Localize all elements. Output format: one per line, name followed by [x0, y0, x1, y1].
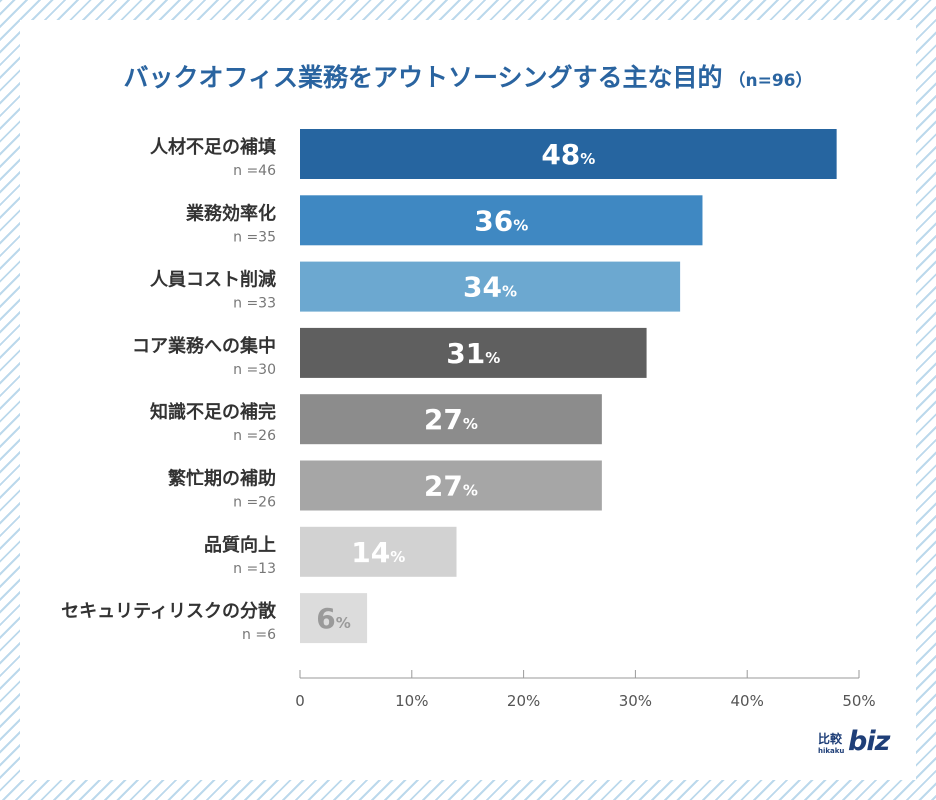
category-label: 知識不足の補完: [150, 401, 276, 423]
x-tick-label: 40%: [731, 692, 764, 710]
brand-logo: 比較 hikaku biz: [818, 726, 898, 764]
data-label: 48%: [541, 138, 595, 171]
data-label: 27%: [424, 403, 478, 436]
category-label: 品質向上: [204, 534, 276, 556]
data-label: 34%: [463, 271, 517, 304]
count-label: n =26: [233, 495, 276, 511]
data-label: 31%: [446, 337, 500, 370]
brand-name: biz: [848, 726, 890, 757]
count-label: n =6: [242, 627, 276, 643]
data-label: 6%: [316, 602, 351, 635]
x-tick-label: 20%: [507, 692, 540, 710]
data-label: 36%: [474, 204, 528, 237]
chart-title: バックオフィス業務をアウトソーシングする主な目的 （n=96）: [20, 58, 916, 94]
bar: [300, 394, 602, 445]
data-label: 14%: [351, 536, 405, 569]
brand-romaji: hikaku: [818, 747, 845, 755]
category-label: コア業務への集中: [132, 335, 276, 357]
count-label: n =46: [233, 163, 276, 179]
bar: [300, 327, 647, 378]
chart-title-text: バックオフィス業務をアウトソーシングする主な目的: [123, 63, 723, 92]
category-label: 人材不足の補填: [150, 136, 276, 158]
data-label: 27%: [424, 470, 478, 503]
x-tick-label: 30%: [619, 692, 652, 710]
x-tick-label: 10%: [395, 692, 428, 710]
count-label: n =33: [233, 296, 276, 312]
category-label: 繁忙期の補助: [167, 468, 276, 490]
x-tick-label: 50%: [842, 692, 875, 710]
bar: [300, 129, 837, 179]
bar: [300, 460, 602, 511]
bar: [300, 526, 457, 577]
bar: [300, 593, 368, 644]
bar-chart: 人材不足の補填 n =46 48% 業務効率化 n =35 36% 人員コスト削減 n =33…: [61, 129, 876, 710]
category-label: 人員コスト削減: [150, 269, 276, 291]
category-label: セキュリティリスクの分散: [61, 600, 277, 622]
count-label: n =35: [233, 229, 276, 245]
count-label: n =26: [233, 428, 276, 444]
count-label: n =30: [233, 362, 276, 378]
category-label: 業務効率化: [185, 202, 276, 224]
count-label: n =13: [233, 561, 276, 577]
bar: [300, 195, 703, 246]
bar: [300, 261, 681, 312]
x-tick-label: 0: [295, 692, 305, 710]
chart-card: バックオフィス業務をアウトソーシングする主な目的 （n=96） 人材不足の補填 n …: [20, 20, 916, 780]
sample-size: （n=96）: [728, 71, 813, 91]
brand-jp: 比較: [818, 732, 843, 746]
